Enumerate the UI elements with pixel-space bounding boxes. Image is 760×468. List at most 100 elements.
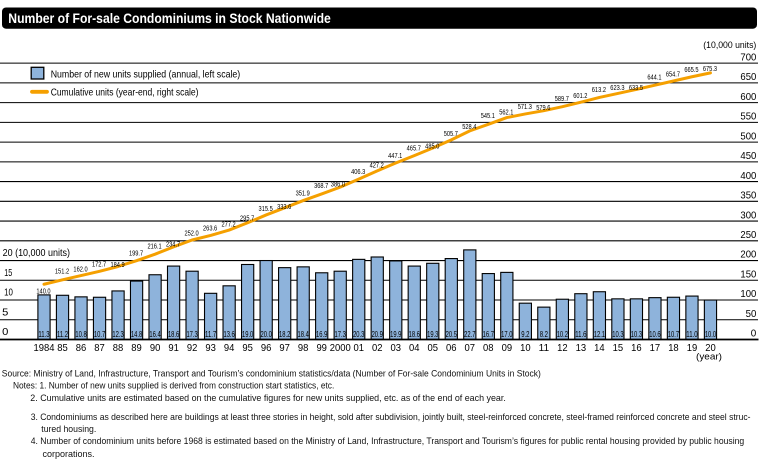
svg-text:150: 150 xyxy=(740,269,756,280)
svg-text:1984: 1984 xyxy=(34,343,55,354)
svg-text:2. Cumulative units are estima: 2. Cumulative units are estimated based … xyxy=(30,393,506,403)
svg-text:90: 90 xyxy=(150,343,161,354)
svg-text:250: 250 xyxy=(740,230,756,241)
svg-text:02: 02 xyxy=(372,343,383,354)
svg-text:300: 300 xyxy=(740,210,756,221)
svg-text:96: 96 xyxy=(261,343,272,354)
svg-text:350: 350 xyxy=(740,191,756,202)
svg-text:20.0: 20.0 xyxy=(261,330,273,339)
svg-text:4. Number of condominium units: 4. Number of condominium units before 19… xyxy=(31,436,745,446)
svg-text:88: 88 xyxy=(113,343,124,354)
svg-text:545.1: 545.1 xyxy=(481,111,495,120)
svg-text:700: 700 xyxy=(740,52,756,63)
svg-text:99: 99 xyxy=(316,343,327,354)
svg-text:505.7: 505.7 xyxy=(444,129,458,138)
svg-text:500: 500 xyxy=(740,131,756,142)
svg-text:18.6: 18.6 xyxy=(168,330,180,339)
svg-text:16.9: 16.9 xyxy=(316,330,328,339)
svg-text:184.9: 184.9 xyxy=(110,260,124,269)
svg-text:162.0: 162.0 xyxy=(73,265,87,274)
svg-text:11.0: 11.0 xyxy=(686,330,698,339)
svg-text:08: 08 xyxy=(483,343,494,354)
svg-text:633.5: 633.5 xyxy=(629,83,643,92)
svg-text:234.7: 234.7 xyxy=(166,239,180,248)
svg-text:450: 450 xyxy=(740,151,756,162)
svg-text:07: 07 xyxy=(465,343,476,354)
svg-text:485.0: 485.0 xyxy=(425,142,439,151)
svg-text:50: 50 xyxy=(746,309,757,320)
svg-text:09: 09 xyxy=(502,343,513,354)
svg-text:18.4: 18.4 xyxy=(298,330,310,339)
svg-text:20.5: 20.5 xyxy=(446,330,458,339)
svg-text:5: 5 xyxy=(2,307,9,318)
svg-text:10: 10 xyxy=(520,343,531,354)
svg-text:675.3: 675.3 xyxy=(703,64,717,73)
svg-text:10.0: 10.0 xyxy=(705,330,717,339)
svg-text:17.3: 17.3 xyxy=(335,330,347,339)
svg-text:216.1: 216.1 xyxy=(147,241,161,250)
svg-text:550: 550 xyxy=(740,112,756,123)
svg-text:(year): (year) xyxy=(696,352,722,362)
svg-text:04: 04 xyxy=(409,343,420,354)
svg-text:11.3: 11.3 xyxy=(38,330,50,339)
svg-text:12: 12 xyxy=(557,343,568,354)
svg-text:0: 0 xyxy=(751,329,757,340)
svg-text:(10,000 units): (10,000 units) xyxy=(703,40,756,50)
svg-text:10: 10 xyxy=(4,288,13,299)
svg-text:10.3: 10.3 xyxy=(631,330,643,339)
svg-text:465.7: 465.7 xyxy=(407,143,421,152)
svg-text:corporations.: corporations. xyxy=(43,449,95,459)
svg-text:601.2: 601.2 xyxy=(573,91,587,100)
svg-text:20.9: 20.9 xyxy=(372,330,384,339)
svg-text:14.8: 14.8 xyxy=(131,330,143,339)
svg-text:18.6: 18.6 xyxy=(409,330,421,339)
svg-text:16.4: 16.4 xyxy=(149,330,161,339)
svg-text:87: 87 xyxy=(94,343,105,354)
svg-text:571.3: 571.3 xyxy=(518,102,532,111)
svg-text:10.6: 10.6 xyxy=(649,330,661,339)
svg-text:600: 600 xyxy=(740,92,756,103)
svg-text:16: 16 xyxy=(631,343,642,354)
svg-text:Cumulative units (year-end, ri: Cumulative units (year-end, right scale) xyxy=(51,88,199,99)
svg-text:613.2: 613.2 xyxy=(592,85,606,94)
svg-text:18.2: 18.2 xyxy=(279,330,291,339)
svg-text:05: 05 xyxy=(428,343,439,354)
svg-text:10.7: 10.7 xyxy=(668,330,680,339)
svg-text:tured housing.: tured housing. xyxy=(41,424,96,434)
svg-text:10.8: 10.8 xyxy=(75,330,87,339)
svg-text:Source: Ministry of Land, Infr: Source: Ministry of Land, Infrastructure… xyxy=(2,368,541,378)
svg-text:200: 200 xyxy=(740,250,756,261)
svg-text:89: 89 xyxy=(131,343,142,354)
svg-text:17.3: 17.3 xyxy=(186,330,198,339)
svg-text:315.5: 315.5 xyxy=(259,204,273,213)
svg-text:95: 95 xyxy=(242,343,253,354)
svg-text:98: 98 xyxy=(298,343,309,354)
svg-text:15: 15 xyxy=(4,268,12,279)
svg-text:277.2: 277.2 xyxy=(222,220,236,229)
svg-text:295.7: 295.7 xyxy=(240,213,254,222)
svg-text:15: 15 xyxy=(613,343,624,354)
svg-text:Notes: 1. Number of new units: Notes: 1. Number of new units supplied i… xyxy=(13,381,334,391)
svg-text:19.0: 19.0 xyxy=(242,330,254,339)
svg-text:19.9: 19.9 xyxy=(390,330,402,339)
svg-text:427.2: 427.2 xyxy=(370,161,384,170)
svg-text:Number of new units supplied (: Number of new units supplied (annual, le… xyxy=(51,70,241,81)
svg-text:91: 91 xyxy=(168,343,179,354)
svg-text:172.7: 172.7 xyxy=(92,259,106,268)
svg-text:0: 0 xyxy=(2,327,9,338)
svg-text:13: 13 xyxy=(576,343,587,354)
svg-text:528.4: 528.4 xyxy=(462,122,476,131)
svg-text:12.3: 12.3 xyxy=(112,330,124,339)
svg-text:16.7: 16.7 xyxy=(483,330,495,339)
svg-text:199.7: 199.7 xyxy=(129,249,143,258)
svg-text:92: 92 xyxy=(187,343,198,354)
svg-text:10.3: 10.3 xyxy=(612,330,624,339)
svg-text:10.7: 10.7 xyxy=(94,330,106,339)
svg-text:94: 94 xyxy=(224,343,235,354)
svg-text:86: 86 xyxy=(76,343,87,354)
svg-text:03: 03 xyxy=(391,343,402,354)
svg-text:623.3: 623.3 xyxy=(610,83,624,92)
svg-text:100: 100 xyxy=(740,289,756,300)
svg-text:650: 650 xyxy=(740,72,756,83)
svg-text:400: 400 xyxy=(740,171,756,182)
